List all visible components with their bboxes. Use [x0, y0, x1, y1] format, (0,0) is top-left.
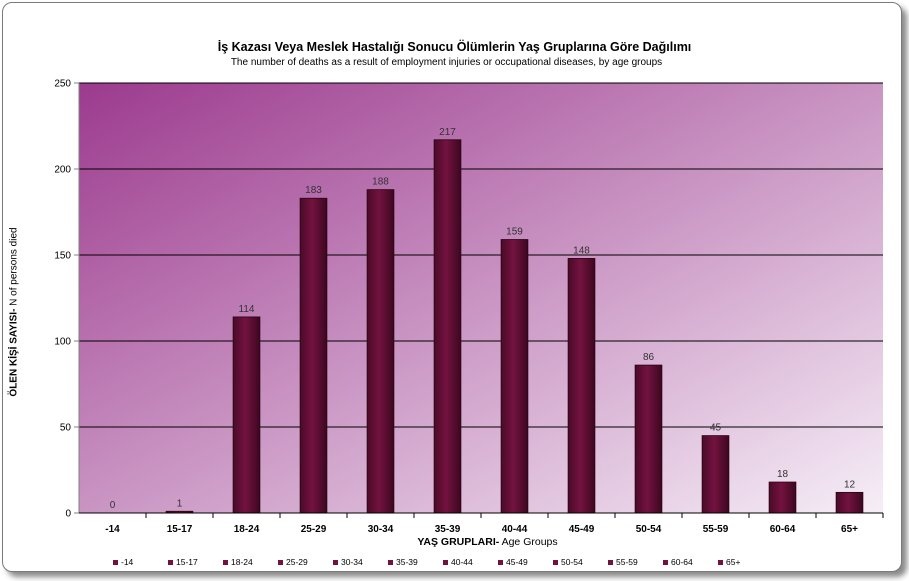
legend-label: 18-24: [231, 557, 253, 567]
data-label: 0: [110, 500, 116, 511]
legend-swatch: [223, 559, 228, 565]
y-tick-label: 250: [54, 79, 71, 90]
legend-item: 18-24: [223, 557, 253, 567]
bar-25-29: [299, 197, 328, 514]
legend-item: 25-29: [278, 557, 308, 567]
legend-swatch: [278, 559, 283, 565]
legend-swatch: [168, 559, 173, 565]
legend-item: 55-59: [608, 557, 638, 567]
bar-18-24: [232, 316, 261, 514]
data-label: 217: [439, 127, 456, 138]
y-tick-label: 0: [65, 509, 71, 520]
x-tick-label: 35-39: [435, 524, 461, 535]
y-tick-label: 50: [60, 423, 72, 434]
legend-item: 40-44: [443, 557, 473, 567]
plot-area: [79, 83, 883, 513]
legend-label: 60-64: [671, 557, 693, 567]
legend-item: -14: [113, 557, 133, 567]
legend-label: 45-49: [506, 557, 528, 567]
legend: -14 15-17 18-24 25-29 30-34 35-39 40-44 45-49 50…: [113, 557, 813, 571]
legend-label: 30-34: [341, 557, 363, 567]
y-tick-label: 150: [54, 251, 71, 262]
legend-label: 50-54: [561, 557, 583, 567]
bar-45-49: [567, 258, 596, 514]
legend-label: 40-44: [451, 557, 473, 567]
x-tick-label: 50-54: [636, 524, 662, 535]
chart-subtitle: The number of deaths as a result of empl…: [230, 57, 663, 68]
legend-label: 55-59: [616, 557, 638, 567]
bar-65+: [835, 491, 864, 514]
legend-item: 30-34: [333, 557, 363, 567]
x-tick-label: 30-34: [368, 524, 394, 535]
bar-50-54: [634, 364, 663, 514]
data-label: 18: [777, 469, 789, 480]
legend-swatch: [333, 559, 338, 565]
bar-40-44: [500, 239, 529, 514]
legend-item: 50-54: [553, 557, 583, 567]
legend-swatch: [388, 559, 393, 565]
data-label: 188: [372, 177, 389, 188]
legend-swatch: [113, 559, 118, 565]
legend-item: 35-39: [388, 557, 418, 567]
bar-35-39: [433, 139, 462, 514]
legend-swatch: [663, 559, 668, 565]
legend-label: 65+: [726, 557, 741, 567]
data-label: 159: [506, 227, 523, 238]
legend-item: 60-64: [663, 557, 693, 567]
chart-title: İş Kazası Veya Meslek Hastalığı Sonucu Ö…: [217, 40, 692, 54]
data-label: 183: [305, 185, 322, 196]
x-tick-label: 65+: [841, 524, 858, 535]
x-tick-label: 18-24: [234, 524, 260, 535]
legend-swatch: [553, 559, 558, 565]
legend-label: 25-29: [286, 557, 308, 567]
bar-55-59: [701, 435, 730, 514]
legend-swatch: [498, 559, 503, 565]
bar-30-34: [366, 189, 395, 514]
data-label: 1: [177, 498, 183, 509]
x-tick-label: 25-29: [301, 524, 327, 535]
x-axis-label: YAŞ GRUPLARI- Age Groups: [417, 536, 558, 548]
x-tick-label: 55-59: [703, 524, 729, 535]
legend-label: 15-17: [176, 557, 198, 567]
data-label: 114: [239, 304, 255, 315]
y-tick-label: 100: [54, 337, 71, 348]
data-label: 12: [844, 479, 856, 490]
x-tick-label: 40-44: [502, 524, 528, 535]
legend-swatch: [608, 559, 613, 565]
data-label: 45: [710, 423, 722, 434]
legend-item: 15-17: [168, 557, 198, 567]
legend-item: 65+: [718, 557, 740, 567]
data-label: 148: [573, 245, 590, 256]
legend-label: -14: [121, 557, 134, 567]
x-tick-label: 45-49: [569, 524, 595, 535]
x-tick-label: 15-17: [167, 524, 193, 535]
legend-label: 35-39: [396, 557, 418, 567]
legend-item: 45-49: [498, 557, 528, 567]
y-tick-label: 200: [54, 165, 71, 176]
bar-60-64: [768, 481, 797, 514]
legend-swatch: [443, 559, 448, 565]
x-tick-label: -14: [105, 524, 120, 535]
x-tick-label: 60-64: [770, 524, 796, 535]
legend-swatch: [718, 559, 723, 565]
y-axis-label: ÖLEN KİŞİ SAYISI- N of persons died: [8, 227, 20, 397]
data-label: 86: [643, 352, 655, 363]
